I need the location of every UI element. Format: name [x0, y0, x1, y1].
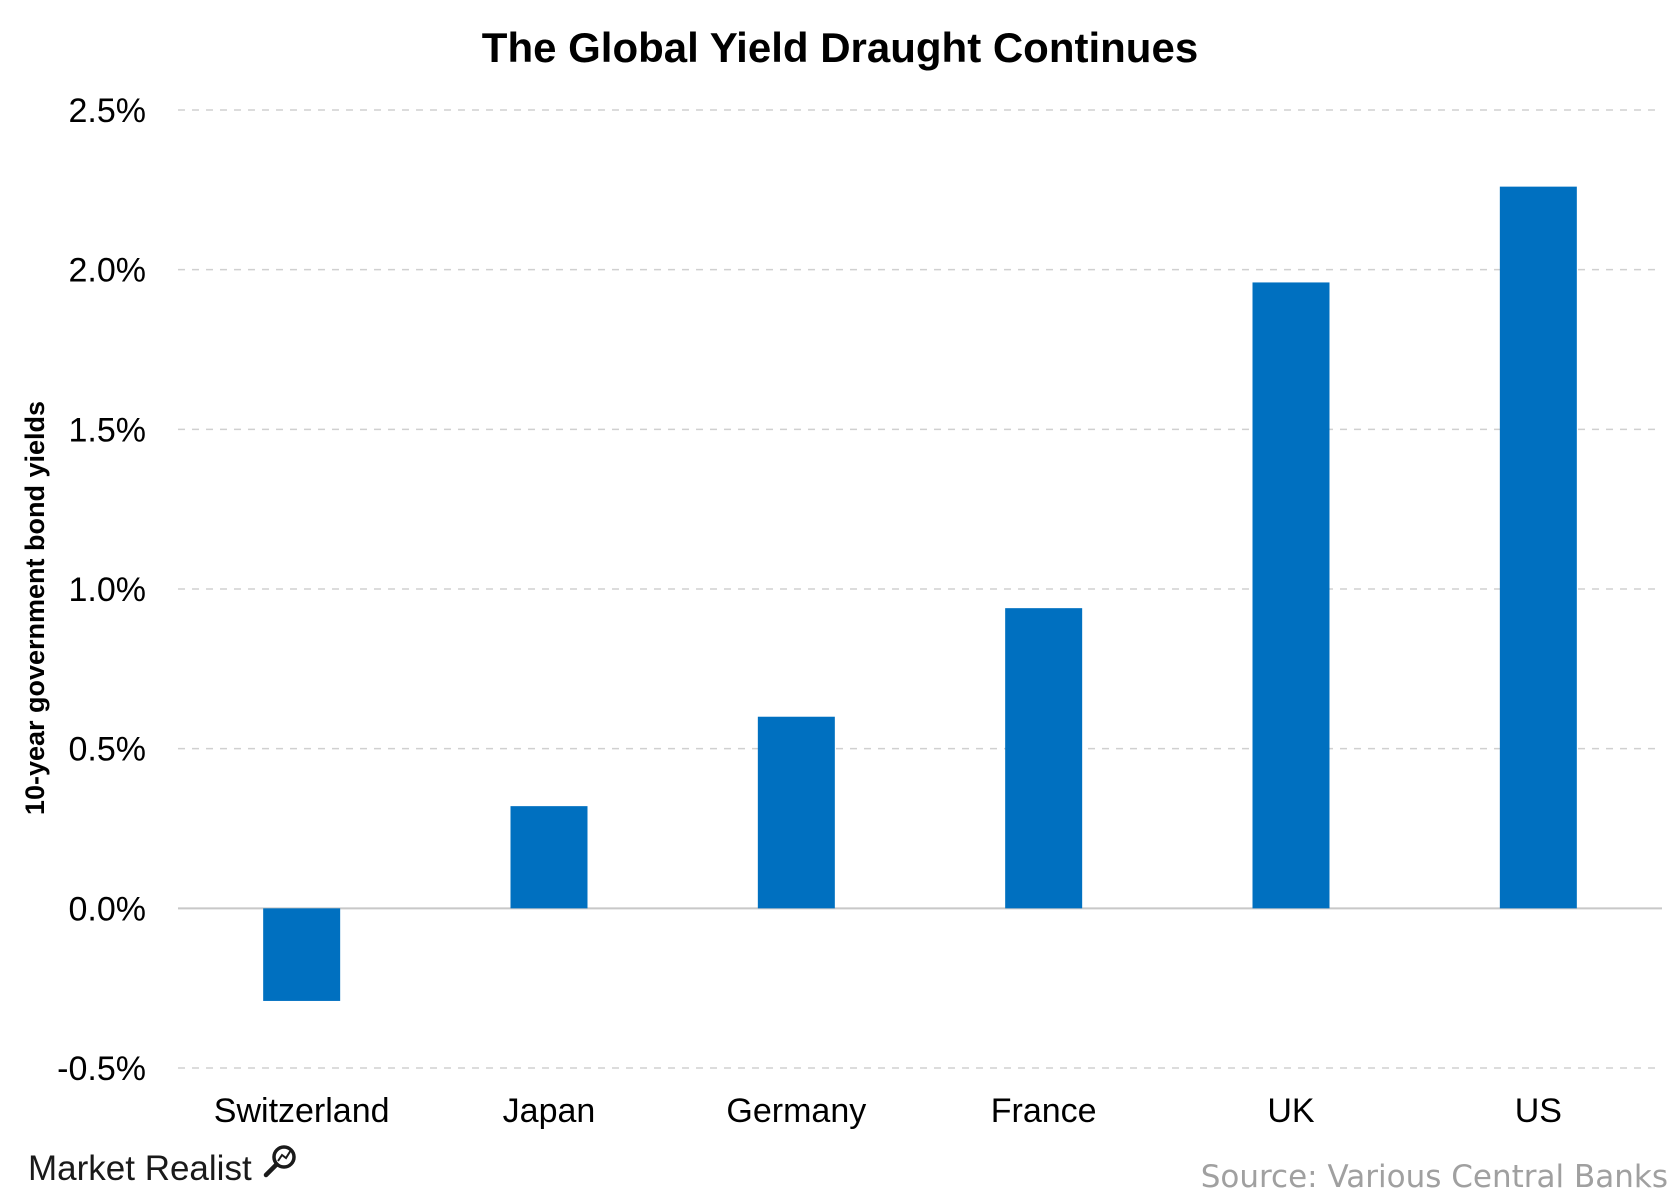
y-tick-label: 1.5% [69, 411, 147, 449]
chart-title: The Global Yield Draught Continues [482, 24, 1198, 71]
logo-text: Market Realist [28, 1149, 252, 1188]
y-tick-label: 0.5% [69, 731, 147, 769]
bar-switzerland [263, 908, 341, 1001]
bars [263, 186, 1577, 1001]
x-tick-label: Japan [503, 1092, 596, 1130]
y-tick-label: 2.5% [69, 92, 147, 130]
y-tick-label: 0.0% [69, 890, 147, 928]
x-axis-ticks: Switzerland Japan Germany France UK US [214, 1092, 1562, 1130]
gridlines [178, 109, 1662, 1069]
y-axis-label: 10-year government bond yields [20, 401, 50, 815]
x-tick-label: UK [1267, 1092, 1315, 1130]
y-axis-ticks: 2.5% 2.0% 1.5% 1.0% 0.5% 0.0% -0.5% [57, 92, 146, 1088]
bar-germany [757, 716, 835, 909]
y-tick-label: -0.5% [57, 1050, 146, 1088]
bar-uk [1252, 282, 1330, 909]
x-tick-label: US [1515, 1092, 1562, 1130]
x-tick-label: Switzerland [214, 1092, 390, 1130]
bar-us [1499, 186, 1577, 909]
magnifier-chart-icon [263, 1145, 296, 1178]
market-realist-logo: Market Realist [28, 1145, 296, 1188]
source-note: Source: Various Central Banks [1201, 1159, 1668, 1195]
bar-france [1005, 608, 1083, 909]
y-tick-label: 2.0% [69, 252, 147, 290]
y-tick-label: 1.0% [69, 571, 147, 609]
x-tick-label: Germany [726, 1092, 866, 1130]
x-tick-label: France [991, 1092, 1097, 1130]
bar-japan [510, 806, 588, 909]
